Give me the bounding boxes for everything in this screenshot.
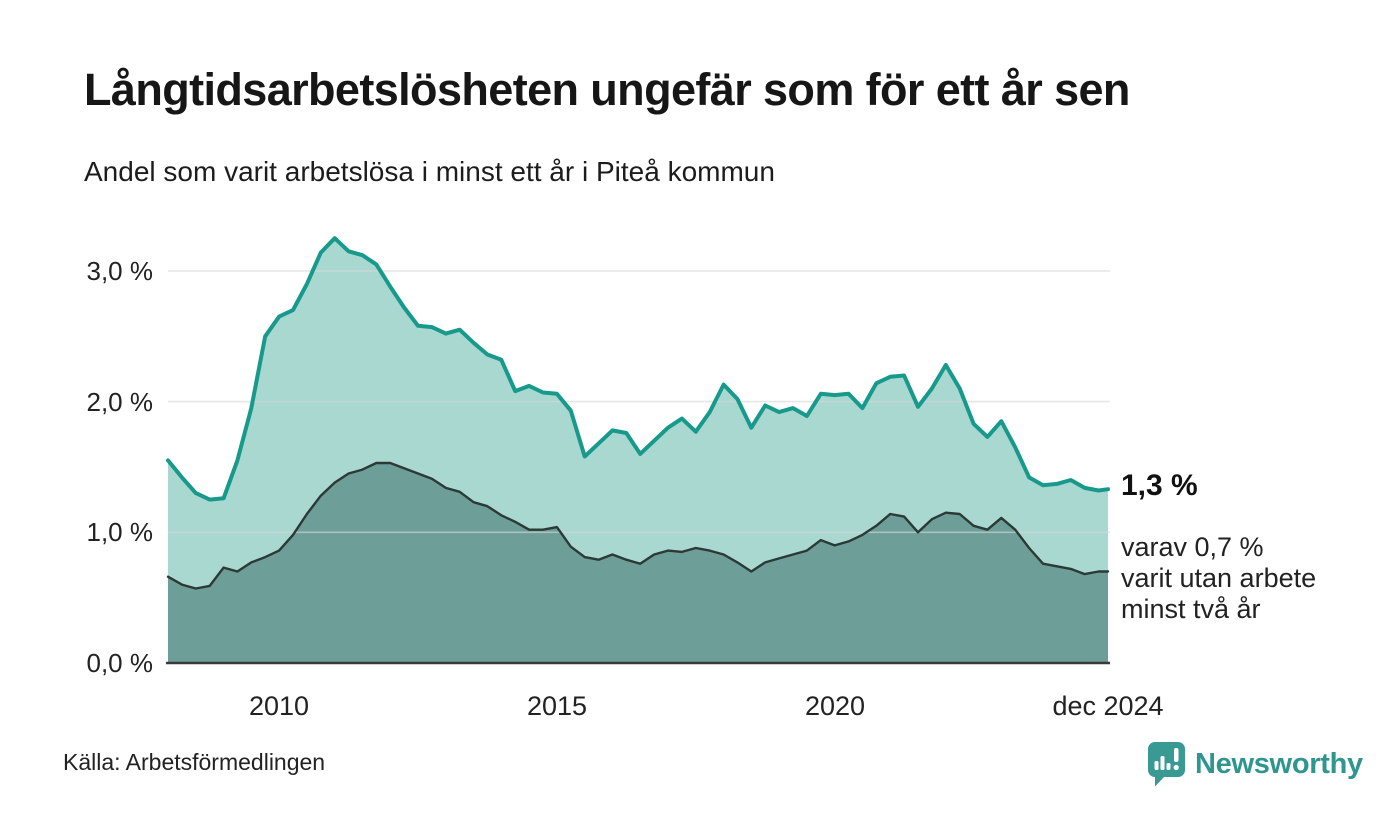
x-axis-tick-label: 2015 bbox=[526, 691, 588, 721]
speech-bubble-shape bbox=[1148, 742, 1185, 787]
bar-icon-medium bbox=[1166, 763, 1171, 770]
latest-value-label: 1,3 % bbox=[1121, 469, 1198, 502]
y-axis-tick-label: 1,0 % bbox=[86, 517, 154, 548]
two-year-annotation-line: minst två år bbox=[1121, 594, 1261, 624]
y-axis-tick-label: 2,0 % bbox=[86, 386, 154, 417]
newsworthy-logo-text: Newsworthy bbox=[1195, 748, 1363, 780]
newsworthy-icon bbox=[1148, 742, 1185, 787]
exclamation-dot bbox=[1173, 764, 1179, 771]
source-credit: Källa: Arbetsförmedlingen bbox=[63, 749, 326, 775]
x-axis-tick-label: 2010 bbox=[248, 691, 310, 721]
bar-icon-tall bbox=[1160, 756, 1165, 770]
series-line-0 bbox=[166, 236, 1110, 502]
chart-series-lines bbox=[166, 236, 1110, 590]
x-axis-tick-label: dec 2024 bbox=[1052, 691, 1164, 721]
chart-subtitle: Andel som varit arbetslösa i minst ett å… bbox=[84, 156, 775, 187]
newsworthy-logo: Newsworthy bbox=[1146, 741, 1363, 788]
two-year-annotation: varav 0,7 % varit utan arbete minst två … bbox=[1121, 532, 1316, 625]
two-year-annotation-line: varit utan arbete bbox=[1121, 563, 1317, 593]
bar-icon-short bbox=[1154, 761, 1159, 770]
two-year-annotation-line: varav 0,7 % bbox=[1121, 532, 1264, 562]
exclamation-stem bbox=[1174, 748, 1179, 762]
y-axis-tick-label: 0,0 % bbox=[86, 648, 154, 678]
series-line-1 bbox=[166, 461, 1110, 590]
chart-title: Långtidsarbetslösheten ungefär som för e… bbox=[84, 64, 1130, 115]
x-axis-tick-label: 2020 bbox=[804, 691, 866, 721]
series-area-1 bbox=[168, 463, 1108, 663]
chart-gridlines bbox=[168, 270, 1110, 534]
y-axis-tick-label: 3,0 % bbox=[86, 255, 154, 286]
